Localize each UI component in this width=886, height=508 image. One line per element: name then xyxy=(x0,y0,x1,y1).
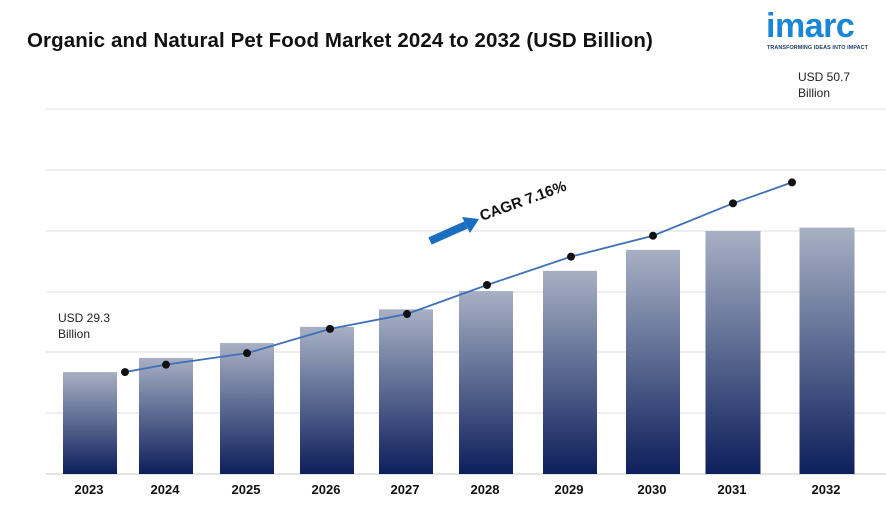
end-annotation-line2: Billion xyxy=(798,86,830,100)
trend-point-2027 xyxy=(403,310,411,319)
bar-2031 xyxy=(705,231,761,474)
bar-2024 xyxy=(139,357,193,474)
x-tick-label: 2028 xyxy=(471,482,500,497)
start-annotation-line1: USD 29.3 xyxy=(58,311,110,325)
x-tick-label: 2024 xyxy=(151,482,181,497)
start-annotation-line2: Billion xyxy=(58,327,90,341)
bar-2028 xyxy=(459,291,513,474)
logo-word: imarc xyxy=(766,7,855,45)
trend-point-2025 xyxy=(243,349,251,358)
trend-line-group xyxy=(121,178,796,377)
logo-tagline: TRANSFORMING IDEAS INTO IMPACT xyxy=(767,45,869,51)
x-tick-label: 2032 xyxy=(812,482,841,497)
bar-2030 xyxy=(626,249,680,474)
bars xyxy=(63,227,855,474)
trend-point-2031 xyxy=(729,199,737,208)
trend-point-2024 xyxy=(162,360,170,369)
bar-2026 xyxy=(300,326,354,474)
cagr-label: CAGR 7.16% xyxy=(478,178,569,225)
x-tick-label: 2027 xyxy=(391,482,420,497)
x-tick-label: 2025 xyxy=(232,482,261,497)
bar-2032 xyxy=(799,227,855,474)
trend-point-2023 xyxy=(121,368,129,377)
x-tick-label: 2029 xyxy=(555,482,584,497)
x-axis-labels: 2023 2024 2025 2026 2027 2028 2029 2030 2031 2032 xyxy=(75,482,841,497)
trend-point-2026 xyxy=(326,324,334,333)
trend-point-2029 xyxy=(567,252,575,261)
trend-point-2028 xyxy=(483,281,491,289)
x-tick-label: 2030 xyxy=(638,482,667,497)
trend-line xyxy=(124,181,793,373)
cagr-arrow xyxy=(428,217,479,245)
trend-point-2030 xyxy=(649,231,657,240)
chart-title: Organic and Natural Pet Food Market 2024… xyxy=(27,29,653,52)
imarc-logo: imarc TRANSFORMING IDEAS INTO IMPACT xyxy=(766,8,878,54)
trend-point-2032 xyxy=(788,178,796,187)
x-tick-label: 2026 xyxy=(312,482,341,497)
bar-2029 xyxy=(543,270,597,474)
bar-2023 xyxy=(63,372,117,474)
x-tick-label: 2031 xyxy=(718,482,747,497)
end-annotation-line1: USD 50.7 xyxy=(798,70,850,84)
bar-2027 xyxy=(379,309,433,474)
bar-2025 xyxy=(220,343,274,474)
x-tick-label: 2023 xyxy=(75,482,104,497)
